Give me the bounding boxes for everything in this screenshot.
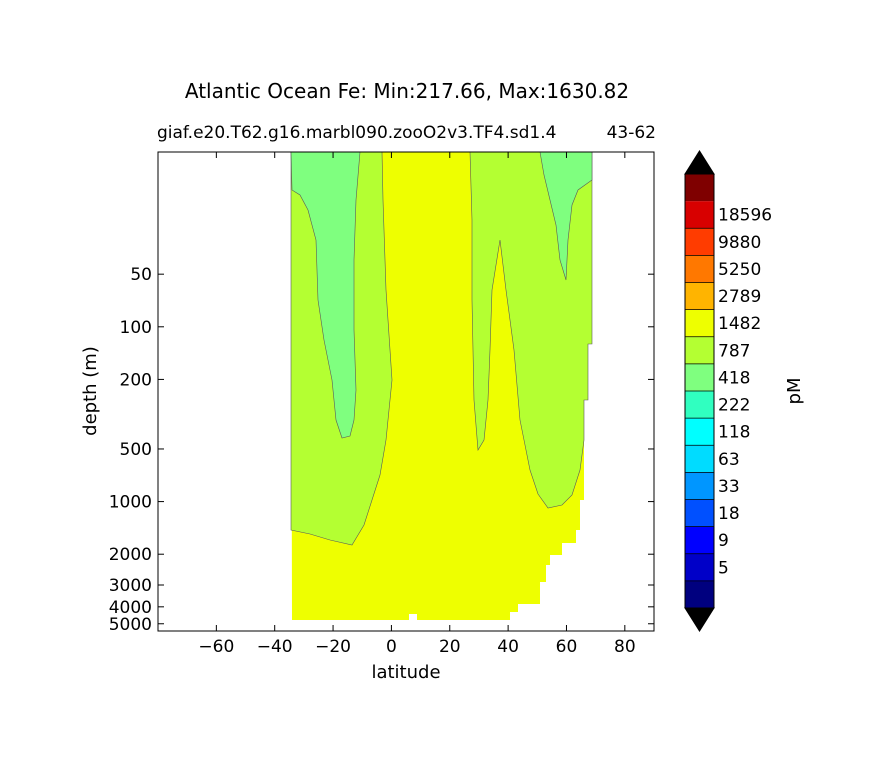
colorbar-tick-label: 18596: [718, 206, 772, 226]
colorbar-swatch: [685, 391, 714, 419]
x-axis-ticks: −60 −40 −20 0 20 40 60 80: [198, 152, 636, 657]
chart-subtitle-left: giaf.e20.T62.g16.marbl090.zooO2v3.TF4.sd…: [157, 123, 556, 143]
colorbar-tick-label: 5: [718, 558, 729, 578]
colorbar-tick-label: 418: [718, 368, 750, 388]
x-tick-label: −40: [257, 637, 293, 657]
y-tick-label: 500: [120, 440, 152, 460]
y-tick-label: 2000: [109, 545, 152, 565]
y-tick-label: 1000: [109, 493, 152, 513]
colorbar-tick-label: 1482: [718, 314, 761, 334]
y-tick-label: 3000: [109, 576, 152, 596]
colorbar-tick-label: 118: [718, 423, 750, 443]
colorbar-swatch: [685, 445, 714, 473]
colorbar-swatch: [685, 282, 714, 310]
colorbar-swatch: [685, 228, 714, 256]
plot-frame: [157, 151, 655, 632]
colorbar-swatch: [685, 309, 714, 337]
colorbar-swatch: [685, 580, 714, 608]
colorbar-swatch: [685, 363, 714, 391]
x-tick-label: 20: [439, 637, 461, 657]
y-tick-label: 50: [130, 265, 152, 285]
colorbar-tick-label: 5250: [718, 260, 761, 280]
contour-band-green: [290, 152, 361, 439]
colorbar-tick-label: 787: [718, 341, 750, 361]
bathymetry-step: [409, 614, 417, 631]
x-axis-label: latitude: [371, 662, 440, 683]
colorbar-frame: [684, 173, 715, 609]
contour-field: [290, 152, 593, 631]
colorbar-extend-high: [684, 150, 715, 175]
colorbar-tick-label: 33: [718, 477, 740, 497]
y-tick-label: 100: [120, 318, 152, 338]
y-tick-label: 200: [120, 370, 152, 390]
x-tick-label: 60: [556, 637, 578, 657]
colorbar-swatch: [685, 418, 714, 446]
colorbar-swatch: [685, 336, 714, 364]
colorbar-swatch: [685, 553, 714, 581]
colorbar-swatch: [685, 255, 714, 283]
x-tick-label: 0: [386, 637, 397, 657]
x-tick-label: 80: [614, 637, 636, 657]
colorbar: 5 9 18 33 63 118 222 418 787 1482 2789 5250 9880 1859…: [684, 150, 772, 632]
colorbar-swatch: [685, 201, 714, 229]
colorbar-tick-label: 18: [718, 504, 740, 524]
x-tick-label: −20: [315, 637, 351, 657]
colorbar-tick-label: 63: [718, 450, 740, 470]
x-tick-label: −60: [198, 637, 234, 657]
y-axis-label: depth (m): [80, 346, 101, 436]
chart-subtitle-right: 43-62: [607, 123, 656, 143]
chart-title: Atlantic Ocean Fe: Min:217.66, Max:1630.…: [185, 79, 629, 103]
colorbar-tick-label: 9880: [718, 233, 761, 253]
x-tick-label: 40: [497, 637, 519, 657]
colorbar-tick-label: 9: [718, 531, 729, 551]
colorbar-tick-label: 222: [718, 396, 750, 416]
y-tick-label: 4000: [109, 598, 152, 618]
colorbar-extend-low: [684, 607, 715, 632]
colorbar-label: pM: [784, 378, 805, 405]
contour-band-green-east: [539, 152, 593, 281]
colorbar-tick-label: 2789: [718, 287, 761, 307]
colorbar-swatch: [685, 174, 714, 202]
colorbar-swatch: [685, 472, 714, 500]
y-tick-label: 5000: [109, 615, 152, 635]
colorbar-swatch: [685, 526, 714, 554]
colorbar-swatch: [685, 499, 714, 527]
